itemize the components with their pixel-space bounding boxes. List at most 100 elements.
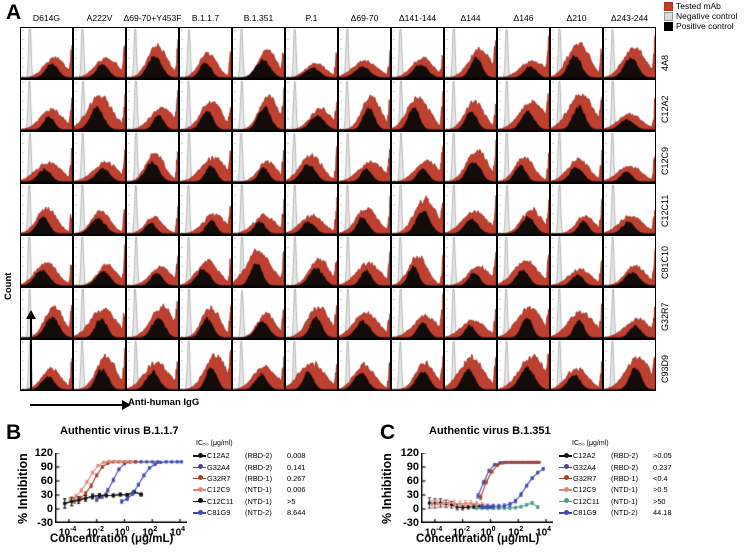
panel-c-curve-legend: C12A2 (RBD-2) >0.05 G32A4 (RBD-2) 0.237 G32R7 (… [558,450,672,518]
plotC-ytick-2: 60 [406,475,419,487]
flow-histogram-canvas [604,288,655,338]
flow-histogram-canvas [233,288,284,338]
legend-marker-icon [558,484,573,495]
flow-histogram-canvas [286,340,337,390]
flow-histogram-cell-r0-c5 [285,27,338,79]
flow-histogram-canvas [233,132,284,182]
legend-marker-icon [192,484,207,495]
flow-histogram-cell-r4-c9 [497,235,550,287]
legend-marker-icon [192,473,207,484]
legC-item-3: C12C9 (NTD-1) >0.5 [558,484,672,495]
flow-histogram-canvas [286,184,337,234]
flow-column-header-3: B.1.1.7 [191,13,220,23]
flow-histogram-cell-r4-c7 [391,235,444,287]
flow-histogram-canvas [392,184,443,234]
flow-histogram-cell-r1-c6 [338,79,391,131]
flow-histogram-cell-r2-c1 [73,131,126,183]
flow-histogram-cell-r2-c2 [126,131,179,183]
flow-histogram-cell-r6-c5 [285,339,338,391]
flow-histogram-cell-r3-c0 [20,183,73,235]
flow-histogram-cell-r4-c1 [73,235,126,287]
flow-histogram-canvas [74,28,125,78]
flow-histogram-canvas [604,132,655,182]
legB-item-5: C81G9 (NTD-2) 8.644 [192,507,306,518]
flow-histogram-cell-r5-c4 [232,287,285,339]
plotC-xtick-4: 104 [536,526,552,539]
flow-y-axis-arrow-icon [26,310,36,390]
plotC-xtick-1: 10-2 [452,526,471,539]
flow-histogram-canvas [180,184,231,234]
flow-histogram-canvas [445,184,496,234]
legC-item-0: C12A2 (RBD-2) >0.05 [558,450,672,461]
flow-histogram-canvas [180,340,231,390]
flow-legend: Tested mAb Negative control Positive con… [664,1,746,31]
flow-histogram-cell-r0-c7 [391,27,444,79]
flow-histogram-cell-r6-c8 [444,339,497,391]
legend-series-ic50: >50 [653,496,666,506]
flow-histogram-cell-r2-c9 [497,131,550,183]
flow-histogram-cell-r3-c1 [73,183,126,235]
flow-histogram-canvas [445,340,496,390]
flow-histogram-canvas [74,132,125,182]
flow-histogram-cell-r0-c8 [444,27,497,79]
flow-histogram-canvas [498,80,549,130]
flow-histogram-cell-r2-c3 [179,131,232,183]
legend-series-name: C12C9 [573,485,597,495]
legend-marker-icon [558,507,573,518]
flow-histogram-cell-r3-c4 [232,183,285,235]
flow-histogram-canvas [551,340,602,390]
flow-histogram-canvas [339,28,390,78]
legend-series-name: G32A4 [573,462,597,472]
flow-histogram-canvas [21,80,72,130]
legend-marker-icon [192,462,207,473]
flow-histogram-cell-r2-c8 [444,131,497,183]
flow-histogram-cell-r2-c7 [391,131,444,183]
flow-column-header-11: Δ243-244 [610,13,649,23]
legend-item-positive-control: Positive control [664,21,746,31]
flow-histogram-cell-r3-c11 [603,183,656,235]
flow-histogram-canvas [180,132,231,182]
flow-histogram-cell-r0-c11 [603,27,656,79]
flow-histogram-cell-r1-c3 [179,79,232,131]
flow-histogram-cell-r4-c5 [285,235,338,287]
flow-histogram-canvas [180,28,231,78]
flow-histogram-canvas [445,80,496,130]
flow-histogram-cell-r5-c3 [179,287,232,339]
plotC-xtick-2: 100 [480,526,496,539]
panel-b-dose-response: B Authentic virus B.1.1.7 IC₅₀ (μg/ml) %… [0,420,374,553]
legB-item-4: C12C11 (NTD-1) >5 [192,496,306,507]
legend-series-name: G32A4 [207,462,231,472]
legend-series-name: C12A2 [207,451,230,461]
legend-series-ic50: 0.006 [287,485,306,495]
plotC-ytick-0: 120 [400,447,419,459]
flow-y-axis-label: Count [3,272,14,300]
flow-histogram-canvas [392,28,443,78]
flow-histogram-canvas [286,80,337,130]
flow-histogram-cell-r4-c3 [179,235,232,287]
flow-histogram-cell-r3-c10 [550,183,603,235]
plotC-canvas [421,453,553,523]
legend-series-ic50: 8.644 [287,508,306,518]
panel-b-plot-area [55,453,187,523]
legend-series-epitope: (RBD-1) [611,473,639,483]
flow-histogram-cell-r1-c1 [73,79,126,131]
flow-histogram-cell-r5-c9 [497,287,550,339]
flow-histogram-cell-r4-c4 [232,235,285,287]
legend-series-ic50: 0.237 [653,462,672,472]
flow-histogram-cell-r0-c2 [126,27,179,79]
legend-series-epitope: (NTD-1) [611,485,638,495]
flow-histogram-canvas [498,236,549,286]
flow-histogram-cell-r6-c3 [179,339,232,391]
flow-histogram-cell-r0-c4 [232,27,285,79]
plotB-ytick-0: 120 [34,447,53,459]
flow-histogram-canvas [498,288,549,338]
flow-histogram-canvas [392,236,443,286]
flow-histogram-canvas [233,80,284,130]
plotC-ytick-4: 0 [412,503,419,515]
flow-histogram-cell-r5-c11 [603,287,656,339]
flow-histogram-canvas [498,28,549,78]
flow-histogram-canvas [286,236,337,286]
negative-control-swatch-icon [664,11,673,21]
legend-item-tested-mab: Tested mAb [664,1,746,11]
legend-series-ic50: 0.141 [287,462,306,472]
